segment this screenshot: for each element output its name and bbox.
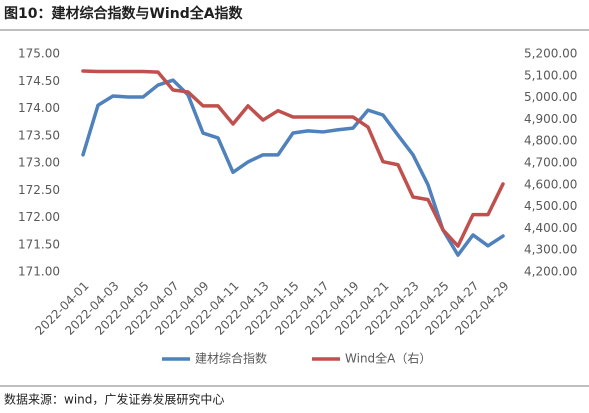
y2-tick-label: 4,200.00 xyxy=(524,265,577,279)
y-tick-label: 171.00 xyxy=(18,265,60,279)
y-tick-label: 174.50 xyxy=(18,74,60,88)
y2-tick-label: 4,300.00 xyxy=(524,243,577,257)
y-tick-label: 172.00 xyxy=(18,210,60,224)
y2-tick-label: 4,900.00 xyxy=(524,112,577,126)
y2-tick-label: 4,800.00 xyxy=(524,134,577,148)
y-tick-label: 171.50 xyxy=(18,237,60,251)
y-tick-label: 174.00 xyxy=(18,101,60,115)
y2-tick-label: 5,100.00 xyxy=(524,68,577,82)
y2-tick-label: 4,400.00 xyxy=(524,221,577,235)
y-tick-label: 172.50 xyxy=(18,183,60,197)
chart-title: 图10：建材综合指数与Wind全A指数 xyxy=(4,5,244,22)
source: 数据来源：wind，广发证券发展研究中心 xyxy=(4,392,224,407)
series-line xyxy=(81,69,505,248)
y-tick-label: 175.00 xyxy=(18,47,60,61)
y2-tick-label: 4,600.00 xyxy=(524,177,577,191)
y2-tick-label: 5,000.00 xyxy=(524,90,577,104)
legend-label: 建材综合指数 xyxy=(195,351,267,366)
legend-label: Wind全A（右） xyxy=(345,351,431,366)
y2-tick-label: 5,200.00 xyxy=(524,47,577,61)
y-tick-label: 173.00 xyxy=(18,156,60,170)
y-tick-label: 173.50 xyxy=(18,128,60,142)
y2-tick-label: 4,500.00 xyxy=(524,199,577,213)
y2-tick-label: 4,700.00 xyxy=(524,156,577,170)
series-line xyxy=(81,78,505,257)
